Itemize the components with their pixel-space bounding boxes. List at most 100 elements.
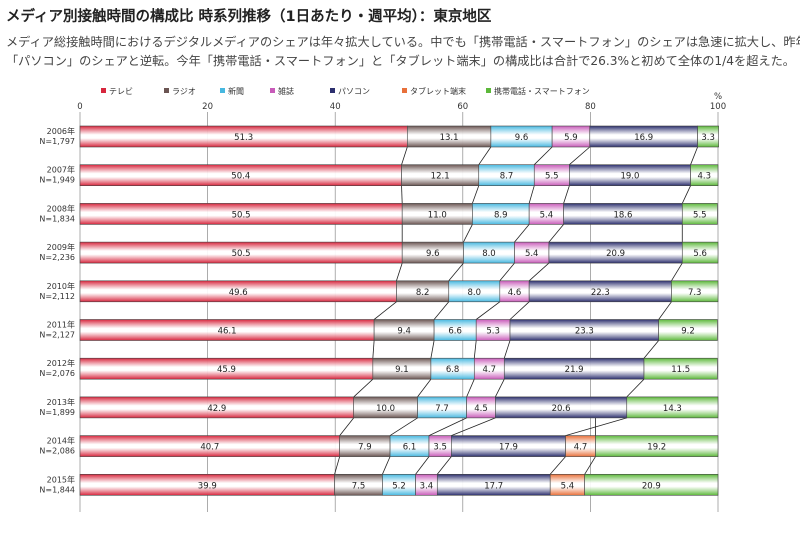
data-label: 4.3 [698, 172, 712, 182]
data-label: 19.0 [620, 172, 639, 182]
data-label: 6.1 [403, 443, 417, 453]
connector-line [671, 262, 683, 282]
y-tick-label-year: 2012年 [47, 358, 75, 368]
connector-line [563, 185, 570, 204]
connector-line [463, 224, 473, 243]
data-label: 5.5 [545, 172, 559, 182]
connector-line [475, 301, 501, 320]
legend-label: 携帯電話・スマートフォン [494, 86, 590, 96]
y-tick-label-n: N=2,076 [39, 369, 75, 378]
connector-line [509, 301, 530, 320]
y-tick-label-n: N=1,844 [39, 485, 75, 494]
connector-line [514, 224, 530, 243]
y-tick-label-n: N=2,236 [39, 253, 75, 262]
description-line-2: 「パソコン」のシェアと逆転。今年「携帯電話・スマートフォン」と「タブレット端末」… [6, 54, 795, 68]
legend-swatch [220, 88, 225, 93]
data-label: 5.5 [693, 210, 707, 220]
y-tick-label-n: N=1,797 [39, 137, 75, 146]
data-label: 51.3 [234, 133, 253, 143]
connector-line [528, 185, 535, 204]
data-label: 20.9 [606, 249, 625, 259]
data-label: 14.3 [663, 404, 682, 414]
legend-swatch [402, 88, 407, 93]
data-label: 22.3 [591, 288, 610, 298]
connector-line [643, 340, 659, 359]
bar-segment [584, 473, 719, 496]
data-label: 9.2 [681, 327, 695, 337]
data-label: 9.1 [395, 365, 409, 375]
data-label: 46.1 [218, 327, 237, 337]
data-label: 18.6 [613, 210, 632, 220]
connector-line [334, 456, 341, 475]
x-tick-label: 20 [202, 102, 213, 112]
x-tick-label: 100 [710, 102, 726, 112]
legend-label: タブレット端末 [410, 86, 466, 96]
data-label: 3.5 [433, 443, 447, 453]
x-tick-label: 60 [457, 102, 468, 112]
data-label: 9.4 [397, 327, 411, 337]
legend-label: テレビ [109, 87, 133, 96]
connector-line [569, 146, 591, 166]
connector-line [533, 146, 553, 165]
data-label: 20.9 [642, 481, 661, 491]
connector-line [353, 378, 374, 398]
bar-segment [681, 241, 719, 264]
data-label: 7.7 [435, 404, 449, 414]
data-label: 5.3 [486, 327, 500, 337]
connector-line [466, 379, 475, 398]
legend-swatch [164, 88, 169, 93]
data-label: 7.9 [358, 443, 372, 453]
data-label: 13.1 [440, 133, 459, 143]
data-label: 3.3 [701, 133, 715, 143]
connector-line [626, 378, 645, 398]
connector-line [528, 262, 550, 282]
legend-swatch [486, 88, 491, 93]
data-label: 50.5 [232, 210, 251, 220]
y-tick-label-n: N=1,899 [39, 408, 75, 417]
connector-line [389, 417, 418, 436]
data-label: 11.0 [428, 210, 447, 220]
data-label: 3.4 [420, 481, 434, 491]
data-label: 20.6 [552, 404, 571, 414]
y-tick-label-n: N=2,112 [39, 292, 75, 301]
data-label: 8.2 [416, 288, 430, 298]
data-label: 7.5 [352, 481, 366, 491]
y-tick-label-year: 2006年 [47, 126, 75, 136]
legend-label: ラジオ [172, 87, 196, 96]
data-label: 23.3 [575, 327, 594, 337]
stacked-bar-chart: テレビ ラジオ 新聞 雑誌 パソコン タブレット端末 携帯電話・スマートフォン 0 20 40 60… [39, 86, 726, 512]
data-label: 45.9 [217, 365, 236, 375]
connector-line [428, 417, 467, 436]
bar-segment [595, 435, 719, 457]
data-label: 12.1 [431, 172, 450, 182]
legend-label: 雑誌 [278, 86, 294, 96]
connector-line [548, 224, 564, 243]
data-label: 50.5 [232, 249, 251, 259]
chart-title: メディア別接触時間の構成比 時系列推移（1日あたり・週平均）：東京地区 [6, 9, 492, 25]
x-tick-label: 80 [585, 102, 596, 112]
connector-line [372, 340, 375, 359]
bar-segment [658, 319, 718, 341]
connector-line [690, 146, 698, 165]
legend-swatch [270, 88, 275, 93]
data-label: 5.9 [564, 133, 578, 143]
data-label: 39.9 [198, 481, 217, 491]
connector-line [494, 379, 505, 398]
data-label: 7.3 [688, 288, 702, 298]
bar-segment [697, 125, 719, 148]
data-label: 8.9 [494, 210, 508, 220]
bar-segment [681, 203, 718, 225]
data-label: 5.4 [540, 210, 554, 220]
data-label: 6.6 [448, 327, 462, 337]
x-tick-label: 0 [77, 102, 82, 112]
data-label: 8.7 [500, 172, 514, 182]
data-label: 5.4 [561, 481, 575, 491]
y-tick-label-n: N=1,949 [39, 176, 75, 185]
connector-line [499, 262, 515, 282]
connector-line [430, 340, 435, 359]
connector-line [396, 262, 403, 281]
connector-line [451, 417, 496, 436]
data-label: 49.6 [229, 288, 248, 298]
connector-line [448, 262, 464, 282]
connector-line [658, 301, 672, 320]
